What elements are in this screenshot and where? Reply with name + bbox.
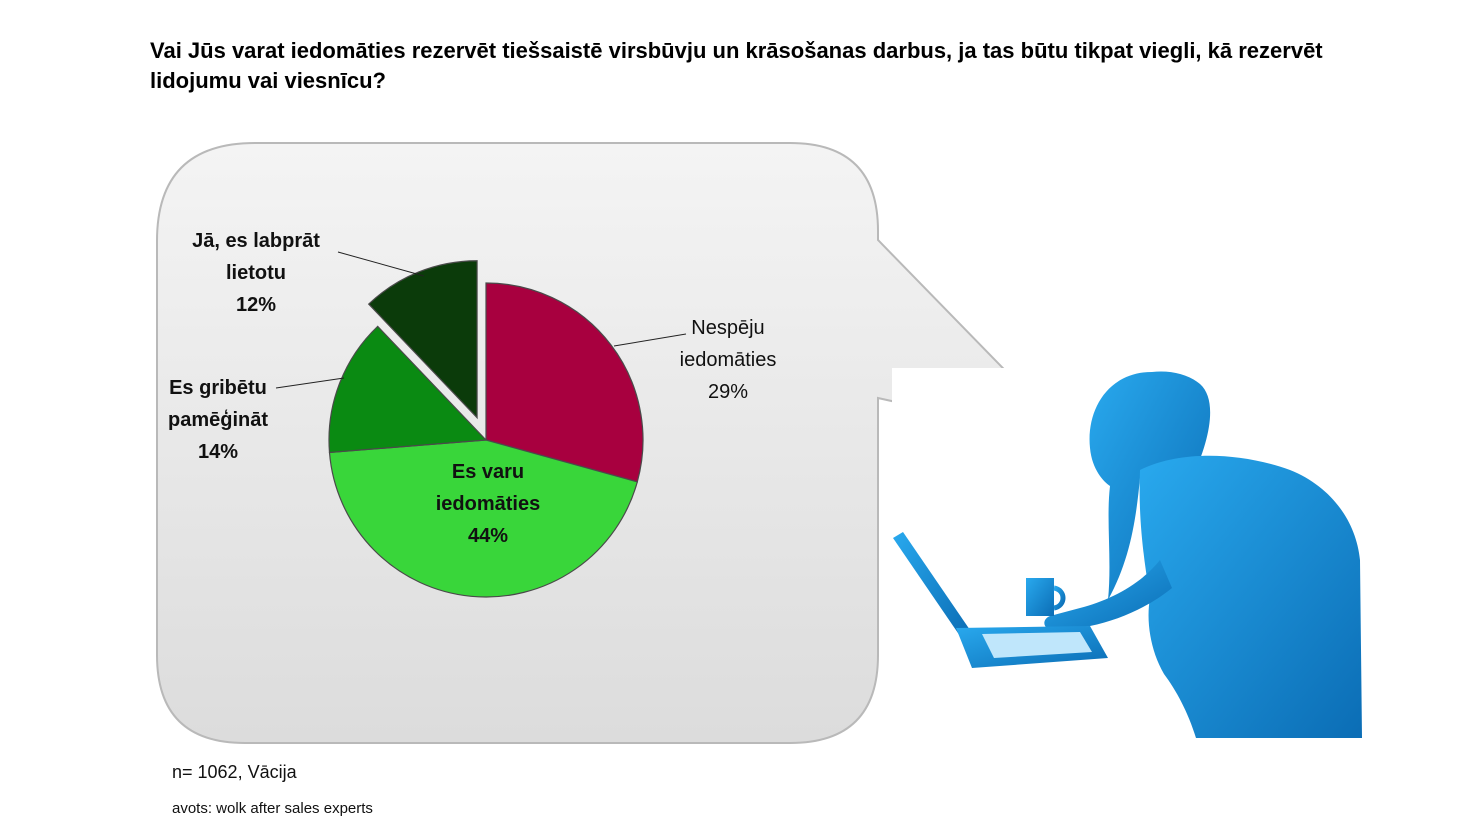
woman-laptop-illustration (892, 368, 1362, 738)
chart-title: Vai Jūs varat iedomāties rezervēt tiešsa… (150, 38, 1323, 93)
pie-slice-1 (485, 282, 644, 483)
source-note: avots: wolk after sales experts (172, 800, 373, 817)
pie-slice-2 (328, 439, 639, 598)
slice-label-2: Es varu iedomāties 44% (436, 461, 540, 547)
sample-note: n= 1062, Vācija (172, 762, 297, 782)
pie-slice-4 (367, 260, 478, 420)
leader-line-4 (337, 251, 425, 277)
leader-line-1 (613, 333, 687, 347)
pie-chart: Nespēju iedomāties 29% Es varu iedomāties 44%… (168, 230, 777, 598)
leader-line-3 (275, 377, 345, 389)
slice-label-4: Jā, es labprāt lietotu 12% (192, 230, 320, 316)
slice-label-1: Nespēju iedomāties 29% (680, 317, 777, 403)
slice-label-3: Es gribētu pamēģināt 14% (168, 377, 268, 463)
pie-slice-3 (328, 325, 488, 454)
